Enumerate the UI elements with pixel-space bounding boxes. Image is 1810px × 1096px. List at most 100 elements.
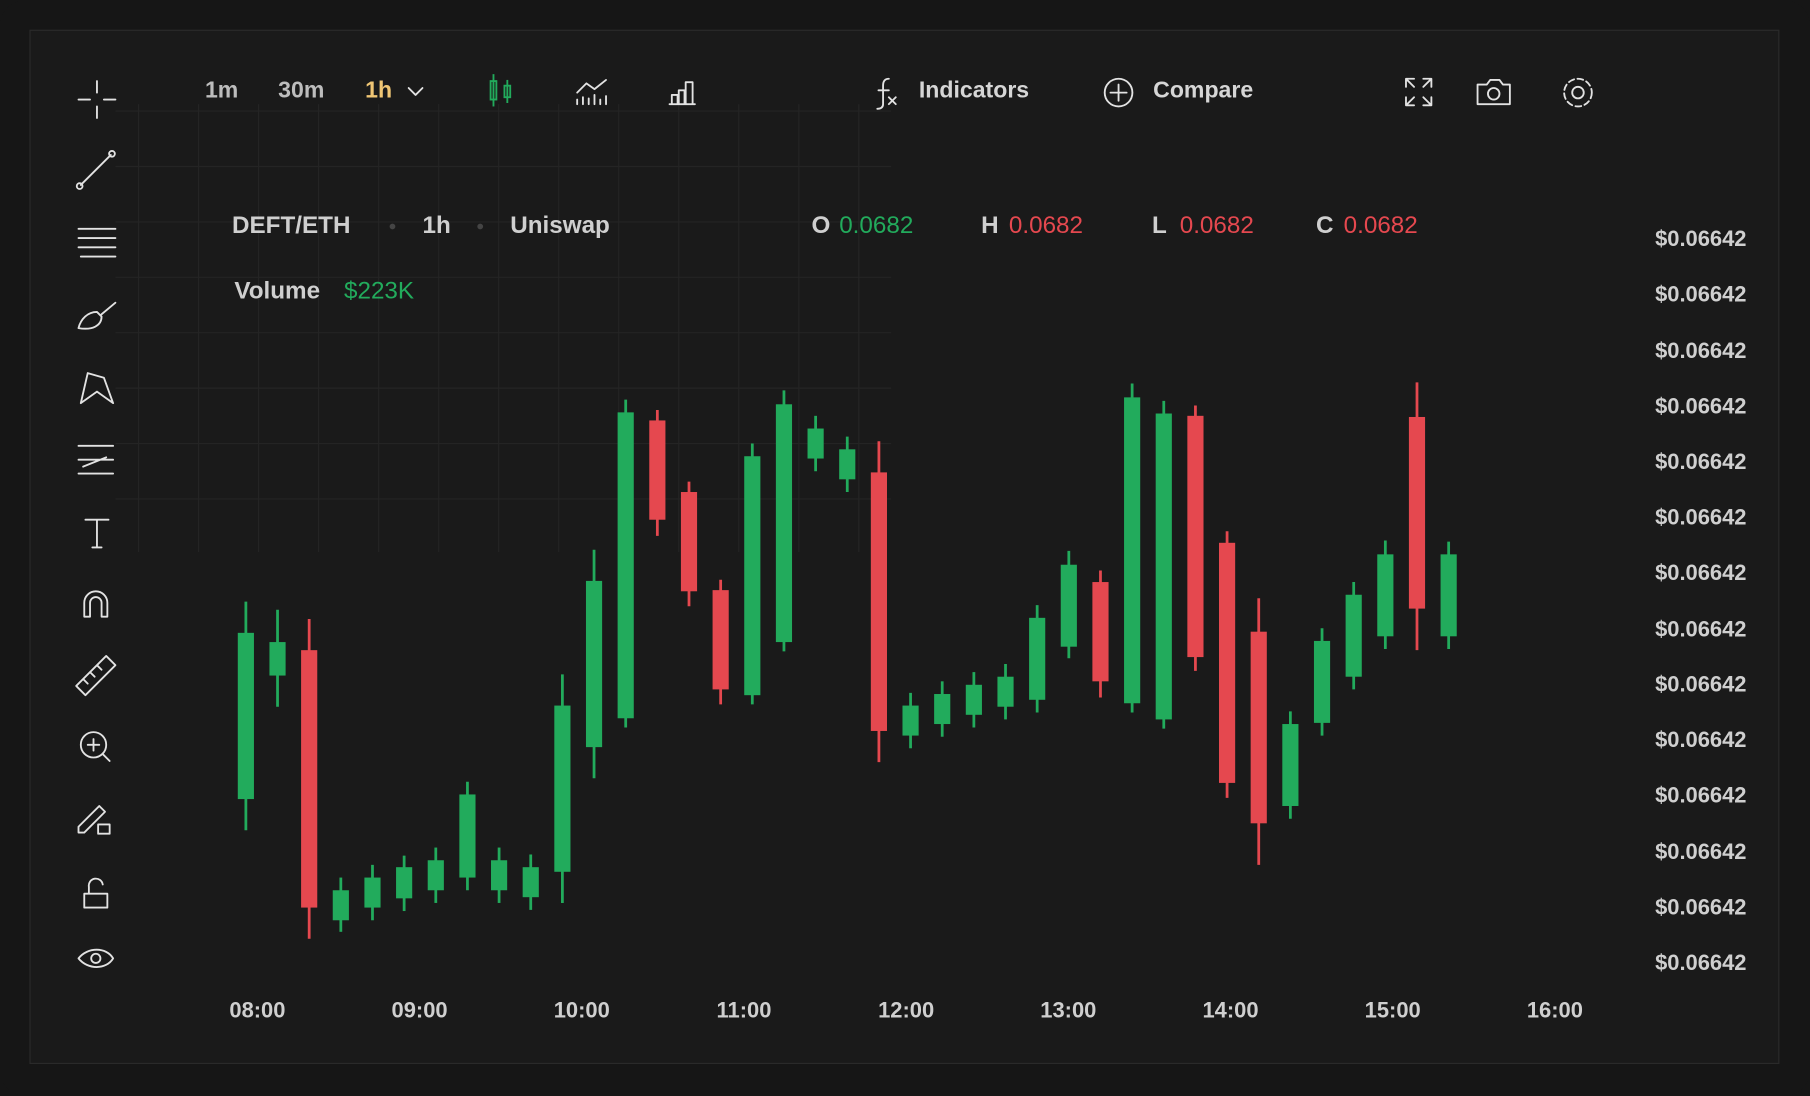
y-tick-label: $0.06642 [1655, 338, 1746, 363]
x-tick-label: 14:00 [1202, 997, 1258, 1022]
volume-label: Volume [234, 278, 320, 305]
prediction-tool[interactable] [77, 444, 115, 475]
interval[interactable]: 30m [278, 77, 324, 103]
candle-body [301, 650, 318, 908]
ohlc-value: 0.0682 [839, 212, 913, 239]
y-tick-label: $0.06642 [1655, 560, 1746, 585]
candle-body [364, 877, 381, 908]
candle-body [1408, 416, 1426, 609]
y-tick-label: $0.06642 [1655, 895, 1746, 920]
x-tick-label: 09:00 [392, 997, 448, 1022]
x-tick-label: 16:00 [1527, 997, 1583, 1022]
candle-body [1282, 724, 1299, 806]
candle-body [712, 590, 729, 690]
x-tick-label: 15:00 [1365, 997, 1421, 1022]
ohlc-label: L [1152, 212, 1167, 239]
ohlc-value: 0.0682 [1180, 212, 1254, 239]
candle-body [1124, 397, 1141, 704]
x-tick-label: 08:00 [229, 997, 285, 1022]
text-tool[interactable] [84, 518, 110, 549]
candle-body [680, 492, 698, 592]
candle-body [870, 472, 887, 731]
brush-tool[interactable] [77, 301, 117, 330]
candle-body [775, 404, 793, 643]
candle-body [554, 705, 571, 872]
y-tick-label: $0.06642 [1655, 950, 1746, 975]
candle-body [965, 684, 982, 715]
camera-icon[interactable] [1476, 78, 1511, 106]
candle-body [1250, 631, 1267, 824]
candle-body [396, 867, 413, 899]
candle-body [744, 456, 761, 696]
x-tick-label: 10:00 [554, 997, 610, 1022]
ohlc-label: H [981, 212, 999, 239]
fullscreen-icon[interactable] [1405, 77, 1433, 107]
ohlc: O 0.0682 H 0.0682 L 0.0682 C 0.0682 [811, 212, 1417, 239]
y-tick-label: $0.06642 [1655, 504, 1746, 529]
candle-body [237, 632, 254, 800]
candle-body [1187, 415, 1204, 658]
y-tick-label: $0.06642 [1655, 783, 1746, 808]
candle-body [997, 676, 1014, 707]
lock-drawings[interactable] [77, 805, 111, 835]
fib-tool[interactable] [77, 227, 117, 258]
candle-body [1029, 617, 1046, 700]
candle-body [649, 420, 666, 520]
ohlc-label: O [811, 212, 830, 239]
pattern-tool[interactable] [79, 372, 115, 405]
candle-body [1092, 582, 1109, 682]
candle-body [585, 580, 603, 748]
candle-body [1060, 564, 1077, 647]
candle-body [427, 860, 444, 891]
line-type-icon[interactable] [576, 78, 607, 106]
magnet-tool[interactable] [83, 590, 109, 618]
x-tick-label: 11:00 [717, 997, 772, 1022]
candle-body [902, 705, 919, 736]
ohlc-label: C [1316, 212, 1334, 239]
candle-body [617, 412, 634, 719]
candle-body [1313, 640, 1331, 723]
compare-icon[interactable] [1103, 77, 1134, 108]
ohlc-value: 0.0682 [1344, 212, 1418, 239]
candle-body [839, 449, 856, 480]
panel [29, 29, 1780, 1064]
candle-body [459, 794, 476, 878]
fx-icon[interactable] [876, 77, 897, 110]
unlock-tool[interactable] [83, 877, 109, 909]
candle-body [522, 867, 539, 898]
indicators-button[interactable]: Indicators [919, 77, 1029, 103]
interval[interactable]: 1m [205, 77, 238, 103]
candle-body [491, 860, 508, 891]
y-tick-label: $0.06642 [1655, 282, 1746, 307]
legend-interval: 1h [422, 212, 450, 239]
crosshair-tool[interactable] [77, 80, 117, 119]
ohlc-value: 0.0682 [1009, 212, 1083, 239]
y-tick-label: $0.06642 [1655, 449, 1746, 474]
candle-body [934, 694, 951, 725]
compare-button[interactable]: Compare [1153, 77, 1253, 103]
candle-body [1377, 554, 1394, 637]
candle-body [807, 428, 824, 459]
zoom-tool[interactable] [79, 731, 108, 759]
candle-body [332, 890, 349, 921]
separator [389, 223, 396, 230]
settings-icon[interactable] [1563, 77, 1593, 108]
volume-value: $223K [344, 278, 414, 305]
ruler-tool[interactable] [75, 655, 117, 697]
chevron[interactable] [407, 87, 424, 96]
visibility-tool[interactable] [77, 948, 115, 968]
background-grid [115, 104, 892, 553]
candle-type-icon[interactable] [489, 74, 512, 107]
y-tick-label: $0.06642 [1655, 839, 1746, 864]
pair: DEFT/ETH [232, 212, 350, 239]
bar-type-icon[interactable] [668, 81, 696, 106]
y-tick-label: $0.06642 [1655, 672, 1746, 697]
x-tick-label: 12:00 [878, 997, 934, 1022]
x-tick-label: 13:00 [1040, 997, 1096, 1022]
line-tool[interactable] [79, 154, 112, 186]
candle-body [1219, 542, 1236, 783]
interval-active[interactable]: 1h [365, 77, 392, 103]
candle-body [1155, 413, 1172, 720]
